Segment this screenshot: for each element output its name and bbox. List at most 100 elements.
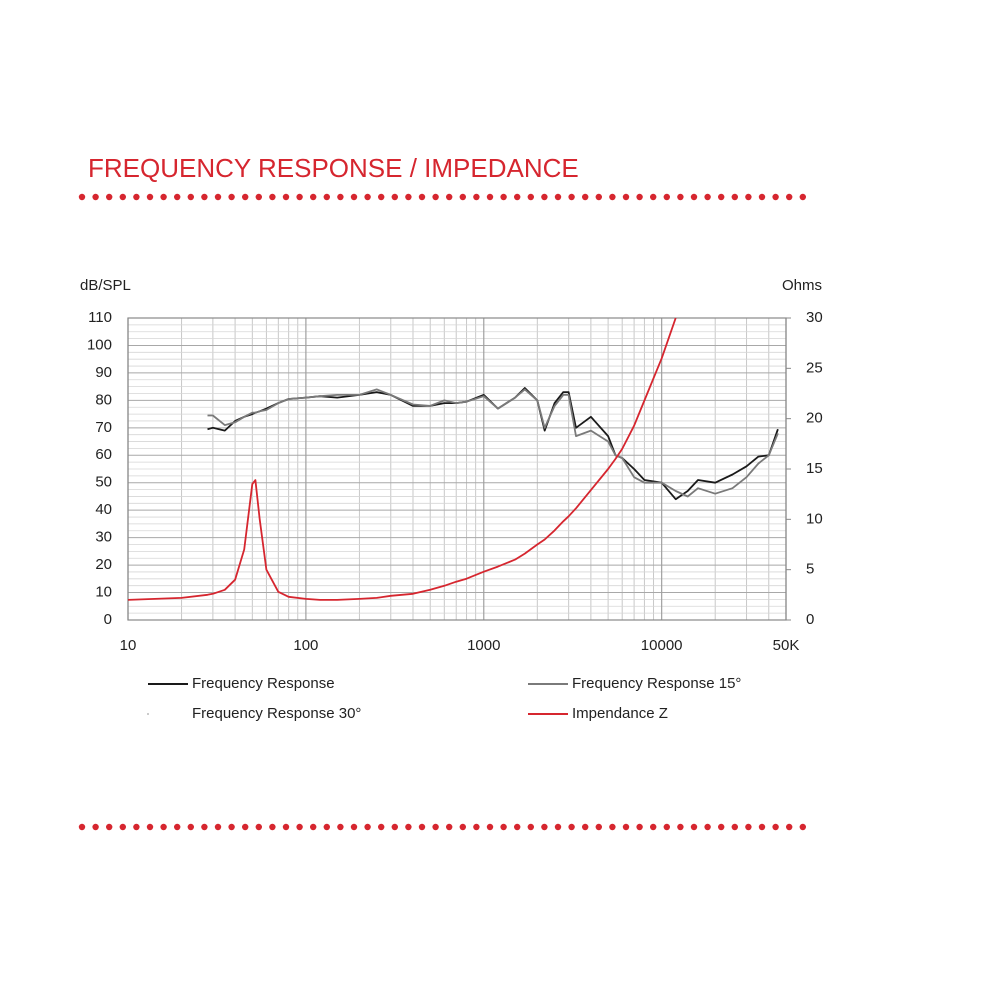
divider-dot [636, 823, 643, 831]
divider-dot [92, 823, 99, 831]
grid [127, 317, 787, 621]
divider-dot [758, 823, 766, 831]
divider-dot [364, 823, 371, 831]
divider-dot [650, 193, 657, 201]
y-tick-label: 110 [88, 309, 112, 326]
divider-dot [541, 193, 548, 201]
divider-dot [214, 193, 222, 201]
y-tick-label: 90 [95, 364, 112, 381]
divider-dot [310, 823, 317, 831]
divider-dot [282, 823, 290, 831]
divider-dot [677, 823, 684, 831]
divider-dot [622, 823, 630, 831]
divider-dot [160, 193, 167, 201]
y-tick-label: 20 [95, 556, 112, 573]
legend-label: Frequency Response [192, 675, 335, 692]
divider-dot [527, 193, 534, 201]
divider-dot [541, 823, 548, 831]
divider-dot [282, 193, 290, 201]
divider-dot [663, 193, 670, 201]
divider-dot [418, 823, 426, 831]
divider-dot [799, 823, 806, 831]
divider-dot [582, 193, 589, 201]
divider-dot [391, 193, 398, 201]
divider-dot [500, 823, 507, 831]
divider-dot [78, 823, 86, 831]
divider-dot [568, 823, 575, 831]
divider-dot [228, 193, 235, 201]
y-axis-label: dB/SPL [80, 277, 131, 294]
divider-dot [350, 193, 358, 201]
divider-dot [690, 823, 698, 831]
divider-dot [201, 823, 208, 831]
divider-dot [786, 823, 793, 831]
divider-dot [718, 193, 725, 201]
x-tick-label: 1000 [467, 637, 500, 654]
x-tick-label: 10 [120, 637, 137, 654]
divider-dot [228, 823, 235, 831]
y-tick-label: 100 [87, 336, 112, 353]
y-tick-label: 50 [95, 474, 112, 491]
y2-tick-label: 5 [806, 561, 814, 578]
legend-label: Impendance Z [572, 705, 668, 722]
divider-dot [568, 193, 575, 201]
divider-dot [731, 193, 738, 201]
divider-dot [609, 193, 616, 201]
divider-top [78, 193, 806, 201]
divider-dot [269, 823, 276, 831]
divider-dot [378, 823, 385, 831]
divider-dot [677, 193, 684, 201]
divider-dot [201, 193, 208, 201]
y2-tick-label: 25 [806, 359, 823, 376]
divider-dot [527, 823, 534, 831]
divider-dot [745, 193, 752, 201]
divider-dot [255, 823, 262, 831]
divider-dot [174, 193, 181, 201]
y2-tick-label: 10 [806, 510, 823, 527]
divider-dot [296, 823, 303, 831]
divider-dot [146, 193, 154, 201]
divider-dot [119, 823, 127, 831]
divider-dot [174, 823, 181, 831]
divider-dot [133, 193, 140, 201]
divider-dot [323, 193, 330, 201]
divider-dot [446, 823, 453, 831]
divider-dot [78, 193, 86, 201]
divider-dot [391, 823, 398, 831]
divider-dot [446, 193, 453, 201]
divider-dot [595, 193, 602, 201]
divider-dot [187, 193, 194, 201]
divider-dot [459, 193, 466, 201]
divider-dot [650, 823, 657, 831]
divider-dot [160, 823, 167, 831]
divider-dot [595, 823, 602, 831]
divider-dot [799, 193, 806, 201]
divider-dot [350, 823, 358, 831]
divider-dot [582, 823, 589, 831]
y-tick-label: 0 [104, 611, 112, 628]
divider-dot [432, 823, 439, 831]
chart-title: FREQUENCY RESPONSE / IMPEDANCE [88, 153, 579, 183]
divider-dot [119, 193, 127, 201]
divider-dot [133, 823, 140, 831]
divider-dot [106, 193, 113, 201]
divider-dot [473, 193, 480, 201]
y-tick-label: 70 [95, 419, 112, 436]
divider-dot [514, 823, 521, 831]
divider-dot [242, 193, 249, 201]
plot-frame [127, 317, 787, 621]
y2-tick-label: 0 [806, 611, 814, 628]
divider-dot [323, 823, 330, 831]
divider-dot [718, 823, 725, 831]
x-tick-label: 50K [773, 637, 800, 654]
divider-dot [106, 823, 113, 831]
y2-tick-label: 20 [806, 410, 823, 427]
divider-dot [405, 823, 412, 831]
divider-dot [296, 193, 303, 201]
divider-dot [663, 823, 670, 831]
divider-dot [745, 823, 752, 831]
divider-dot [473, 823, 480, 831]
divider-dot [269, 193, 276, 201]
divider-dot [242, 823, 249, 831]
